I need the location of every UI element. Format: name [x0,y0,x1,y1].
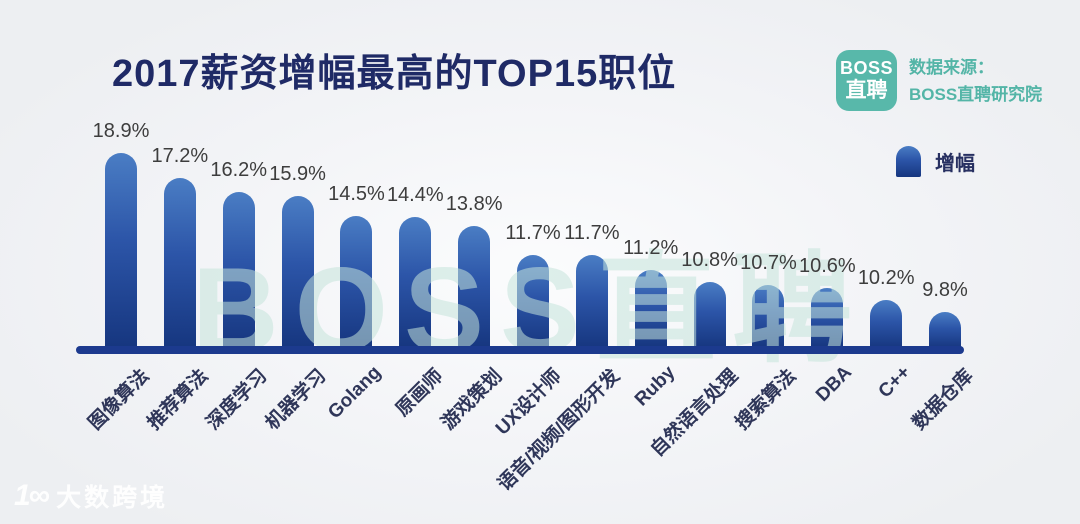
bar-value-label: 16.2% [210,159,268,181]
bar-value-label: 10.2% [857,267,915,289]
data-source-label: 数据来源： [909,58,994,77]
category-label: 深度学习 [202,365,272,435]
bar [340,216,373,348]
boss-logo-line1: BOSS [839,58,893,79]
bar [222,192,255,348]
boss-logo-line2: 直聘 [845,78,888,102]
bar-value-label: 10.8% [681,249,738,271]
bar [811,288,844,348]
category-label: Golang [324,362,386,424]
bar [517,255,550,348]
bar-value-label: 15.9% [269,163,326,185]
data-source-note: 数据来源： BOSS直聘研究院 [909,54,1042,108]
bar [870,300,903,348]
category-label: 图像算法 [84,365,154,435]
footer-brand-icon: 1∞ [14,479,50,512]
footer-brand-watermark: 1∞ 大数跨境 [14,478,168,514]
bar [399,217,432,348]
bar [458,226,491,348]
bar [575,255,608,348]
bar-value-label: 10.7% [740,252,797,274]
legend-bar-icon [896,146,921,177]
category-label: 数据仓库 [908,365,978,435]
bar-value-label: 11.2% [623,237,679,259]
bar-value-label: 14.4% [386,184,444,206]
bar-value-label: 14.5% [328,183,385,205]
bar-value-label: 13.8% [445,193,503,215]
category-label: 推荐算法 [143,365,213,435]
bar-value-label: 18.9% [92,120,150,142]
bar-value-label: 9.8% [922,279,968,301]
bar-value-label: 17.2% [151,145,209,167]
bar [634,270,667,348]
page-title: 2017薪资增幅最高的TOP15职位 [112,53,677,95]
bar [752,285,785,348]
footer-brand-name: 大数跨境 [56,484,169,512]
bar [163,178,196,348]
bar [105,153,137,348]
category-label: Ruby [631,362,680,411]
x-axis-line [76,346,964,354]
bar [929,312,962,348]
legend-label: 增幅 [935,153,975,175]
bar-value-label: 10.6% [798,255,856,277]
bar [281,196,314,348]
bar [693,282,726,348]
bar-value-label: 11.7% [505,222,561,244]
category-label: DBA [812,362,857,406]
category-label: 搜索算法 [732,365,801,435]
chart-legend: 增幅 [896,146,975,177]
boss-zhipin-logo: BOSS 直聘 [836,50,897,111]
data-source-name: BOSS直聘研究院 [909,85,1043,104]
category-label: C++ [874,362,916,403]
category-label: 机器学习 [261,365,330,435]
bar-value-label: 11.7% [564,222,620,244]
